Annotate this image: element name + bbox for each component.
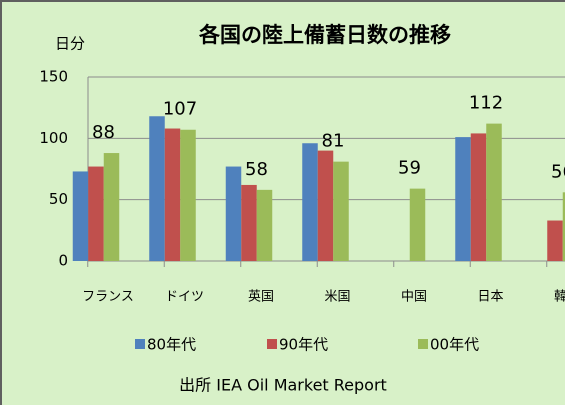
data-label: 107 [163, 99, 197, 120]
x-tick-label: 英国 [248, 290, 274, 305]
legend-label: 90年代 [279, 336, 328, 354]
bar [317, 150, 334, 261]
data-label: 58 [245, 159, 268, 180]
y-axis-label: 日分 [55, 35, 85, 53]
y-tick-label: 150 [39, 68, 68, 86]
chart-title: 各国の陸上備蓄日数の推移 [198, 23, 451, 47]
legend-label: 80年代 [147, 336, 196, 354]
data-label: 112 [469, 93, 503, 114]
legend-swatch [267, 339, 277, 349]
bar [88, 166, 104, 261]
bar [164, 128, 181, 261]
bar [547, 220, 563, 261]
bar [302, 143, 318, 261]
bar [455, 137, 471, 261]
x-tick-label: フランス [82, 290, 134, 305]
data-label: 59 [398, 158, 421, 179]
bar [409, 188, 426, 261]
x-tick-label: 日本 [477, 290, 503, 305]
bar [333, 161, 349, 261]
x-tick-label: 米国 [324, 290, 350, 305]
bar [486, 123, 502, 261]
bar [72, 171, 89, 261]
source: 出所 IEA Oil Market Report [179, 376, 387, 395]
data-label: 88 [92, 122, 115, 143]
x-tick-label: 中国 [401, 290, 427, 305]
legend-swatch [135, 339, 145, 349]
bar [256, 189, 273, 261]
y-tick-label: 100 [39, 129, 68, 147]
data-label: 56 [551, 161, 565, 182]
bar [470, 133, 487, 261]
bar [225, 166, 242, 261]
bar [180, 129, 196, 261]
bar [241, 184, 257, 261]
y-tick-label: 50 [49, 190, 68, 208]
legend-swatch [418, 339, 428, 349]
x-tick-label: 韓国 [554, 290, 565, 305]
data-label: 81 [322, 131, 345, 152]
legend-label: 00年代 [430, 336, 479, 354]
x-tick-label: ドイツ [165, 290, 204, 305]
bar [103, 153, 120, 261]
y-tick-label: 0 [58, 252, 68, 270]
bar [149, 116, 165, 262]
bar [562, 192, 565, 261]
